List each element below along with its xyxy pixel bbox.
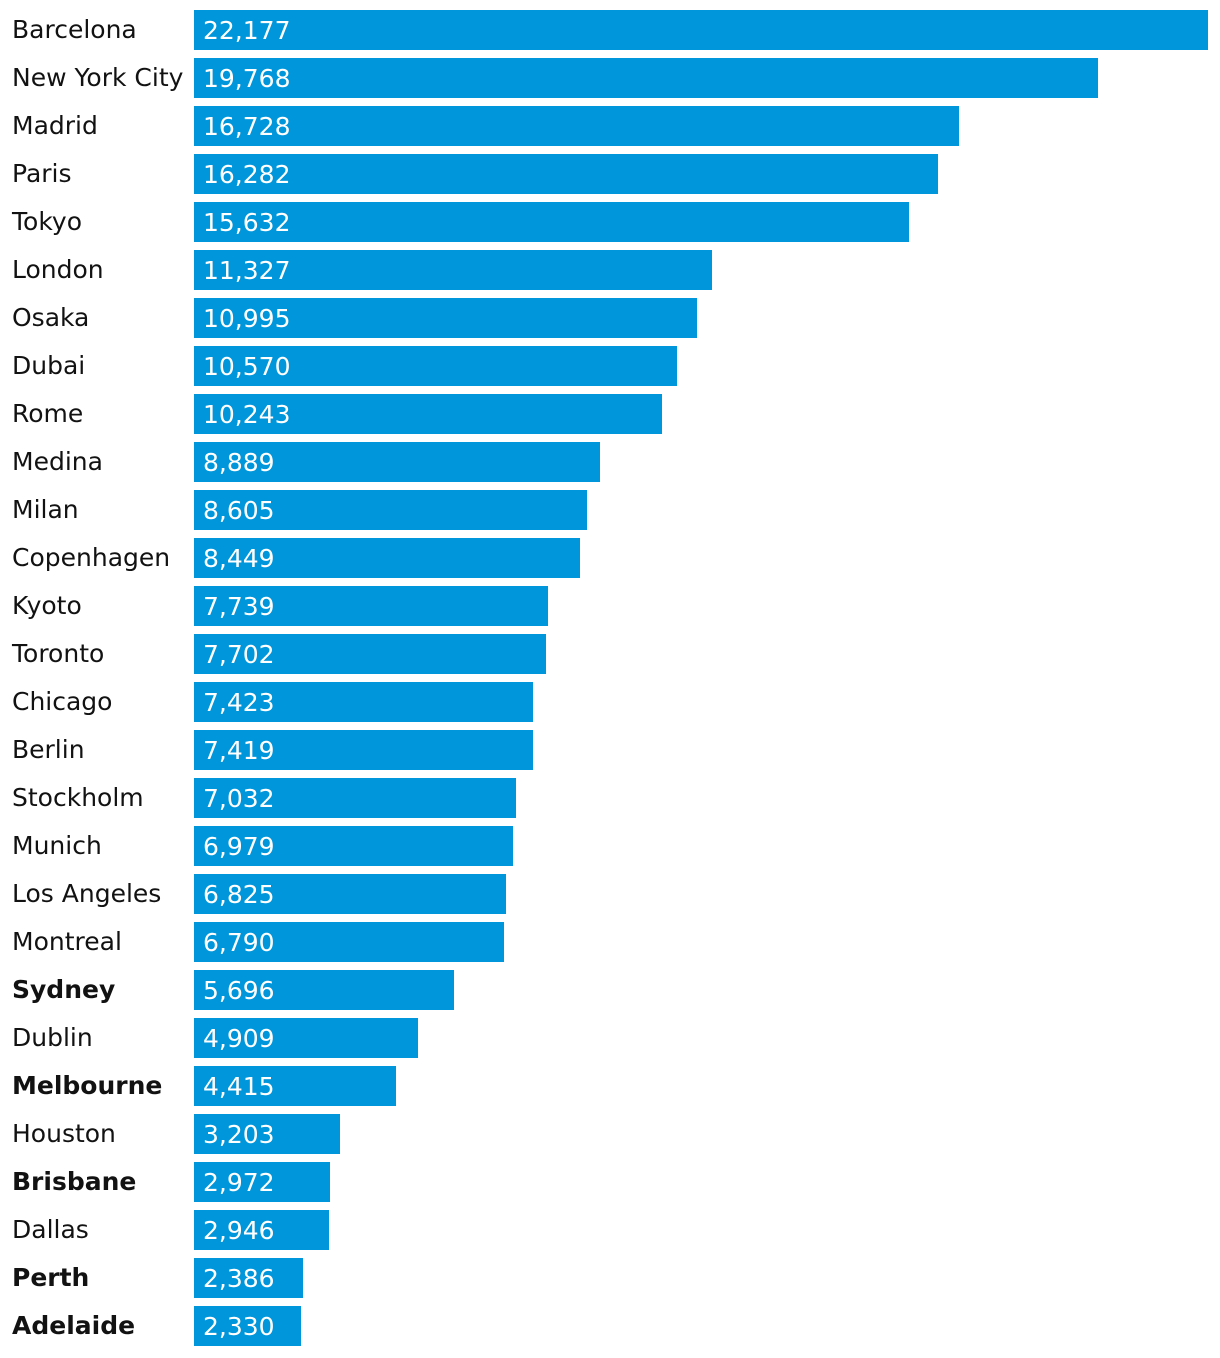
category-label-chicago: Chicago bbox=[12, 687, 113, 716]
value-label-toronto: 7,702 bbox=[203, 640, 275, 669]
value-label-berlin: 7,419 bbox=[203, 736, 275, 765]
bar-dubai bbox=[194, 346, 677, 386]
value-label-melbourne: 4,415 bbox=[203, 1072, 275, 1101]
value-label-stockholm: 7,032 bbox=[203, 784, 275, 813]
bar-new-york-city bbox=[194, 58, 1098, 98]
value-label-madrid: 16,728 bbox=[203, 112, 291, 141]
bar-los-angeles bbox=[194, 874, 506, 914]
value-label-dubai: 10,570 bbox=[203, 352, 291, 381]
category-label-london: London bbox=[12, 255, 104, 284]
bar-houston bbox=[194, 1114, 340, 1154]
value-label-perth: 2,386 bbox=[203, 1264, 275, 1293]
bar-chicago bbox=[194, 682, 533, 722]
value-label-barcelona: 22,177 bbox=[203, 16, 291, 45]
category-label-los-angeles: Los Angeles bbox=[12, 879, 162, 908]
bar-madrid bbox=[194, 106, 959, 146]
value-label-osaka: 10,995 bbox=[203, 304, 291, 333]
bar-tokyo bbox=[194, 202, 909, 242]
category-label-houston: Houston bbox=[12, 1119, 116, 1148]
bar-adelaide bbox=[194, 1306, 301, 1346]
category-label-milan: Milan bbox=[12, 495, 79, 524]
bar-melbourne bbox=[194, 1066, 396, 1106]
value-label-munich: 6,979 bbox=[203, 832, 275, 861]
bar-london bbox=[194, 250, 712, 290]
bar-berlin bbox=[194, 730, 533, 770]
category-label-toronto: Toronto bbox=[12, 639, 105, 668]
bar-perth bbox=[194, 1258, 303, 1298]
bar-stockholm bbox=[194, 778, 516, 818]
category-label-tokyo: Tokyo bbox=[12, 207, 82, 236]
value-label-sydney: 5,696 bbox=[203, 976, 275, 1005]
bar-kyoto bbox=[194, 586, 548, 626]
category-label-sydney: Sydney bbox=[12, 975, 116, 1004]
bar-dublin bbox=[194, 1018, 418, 1058]
bar-paris bbox=[194, 154, 938, 194]
value-label-montreal: 6,790 bbox=[203, 928, 275, 957]
bar-brisbane bbox=[194, 1162, 330, 1202]
bar-medina bbox=[194, 442, 600, 482]
category-label-barcelona: Barcelona bbox=[12, 15, 137, 44]
category-label-munich: Munich bbox=[12, 831, 102, 860]
value-label-london: 11,327 bbox=[203, 256, 291, 285]
value-label-chicago: 7,423 bbox=[203, 688, 275, 717]
bar-milan bbox=[194, 490, 587, 530]
value-label-dublin: 4,909 bbox=[203, 1024, 275, 1053]
value-label-brisbane: 2,972 bbox=[203, 1168, 275, 1197]
value-label-medina: 8,889 bbox=[203, 448, 275, 477]
value-label-copenhagen: 8,449 bbox=[203, 544, 275, 573]
category-label-osaka: Osaka bbox=[12, 303, 90, 332]
category-label-brisbane: Brisbane bbox=[12, 1167, 137, 1196]
category-label-madrid: Madrid bbox=[12, 111, 98, 140]
value-label-houston: 3,203 bbox=[203, 1120, 275, 1149]
category-label-kyoto: Kyoto bbox=[12, 591, 82, 620]
category-label-paris: Paris bbox=[12, 159, 72, 188]
category-label-perth: Perth bbox=[12, 1263, 90, 1292]
bar-copenhagen bbox=[194, 538, 580, 578]
value-label-kyoto: 7,739 bbox=[203, 592, 275, 621]
category-label-dallas: Dallas bbox=[12, 1215, 89, 1244]
category-label-medina: Medina bbox=[12, 447, 103, 476]
value-label-new-york-city: 19,768 bbox=[203, 64, 291, 93]
bar-sydney bbox=[194, 970, 454, 1010]
category-label-melbourne: Melbourne bbox=[12, 1071, 163, 1100]
category-label-rome: Rome bbox=[12, 399, 84, 428]
value-label-los-angeles: 6,825 bbox=[203, 880, 275, 909]
value-label-tokyo: 15,632 bbox=[203, 208, 291, 237]
value-label-rome: 10,243 bbox=[203, 400, 291, 429]
category-label-stockholm: Stockholm bbox=[12, 783, 144, 812]
value-label-milan: 8,605 bbox=[203, 496, 275, 525]
value-label-dallas: 2,946 bbox=[203, 1216, 275, 1245]
value-label-paris: 16,282 bbox=[203, 160, 291, 189]
bar-montreal bbox=[194, 922, 504, 962]
bar-munich bbox=[194, 826, 513, 866]
category-label-dubai: Dubai bbox=[12, 351, 86, 380]
category-label-dublin: Dublin bbox=[12, 1023, 93, 1052]
bar-osaka bbox=[194, 298, 697, 338]
bar-barcelona bbox=[194, 10, 1208, 50]
bar-rome bbox=[194, 394, 662, 434]
category-label-montreal: Montreal bbox=[12, 927, 122, 956]
category-label-berlin: Berlin bbox=[12, 735, 85, 764]
value-label-adelaide: 2,330 bbox=[203, 1312, 275, 1341]
category-label-copenhagen: Copenhagen bbox=[12, 543, 171, 572]
category-label-new-york-city: New York City bbox=[12, 63, 184, 92]
bar-dallas bbox=[194, 1210, 329, 1250]
bar-toronto bbox=[194, 634, 546, 674]
category-label-adelaide: Adelaide bbox=[12, 1311, 136, 1340]
